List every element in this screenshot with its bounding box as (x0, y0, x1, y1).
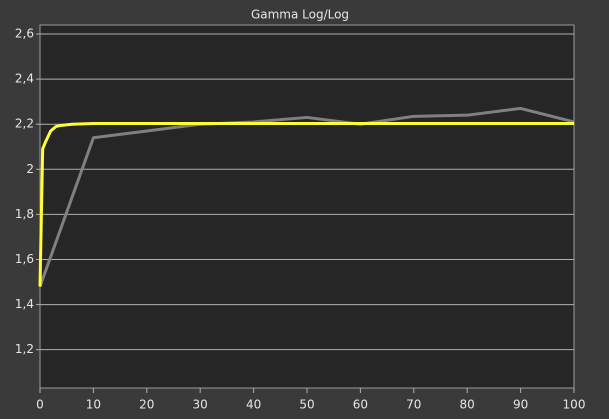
x-tick-label: 40 (246, 398, 261, 412)
data-line (38, 122, 574, 287)
y-tick-label: 2,2 (15, 117, 34, 131)
y-tick-label: 1,2 (15, 342, 34, 356)
y-tick-label: 1,6 (15, 252, 34, 266)
x-tick-label: 90 (513, 398, 528, 412)
y-tick-label: 1,8 (15, 207, 34, 221)
x-tick-label: 20 (139, 398, 154, 412)
x-tick-label: 10 (86, 398, 101, 412)
data-line (38, 106, 575, 288)
x-tick-label: 70 (406, 398, 421, 412)
y-tick-label: 2,6 (15, 27, 34, 41)
x-tick-label: 100 (563, 398, 586, 412)
chart-title: Gamma Log/Log (251, 8, 349, 22)
x-tick-label: 30 (193, 398, 208, 412)
x-tick-label: 80 (460, 398, 475, 412)
y-tick-label: 2 (26, 162, 34, 176)
y-tick-label: 2,4 (15, 72, 34, 86)
x-tick-label: 60 (353, 398, 368, 412)
x-tick-label: 0 (36, 398, 44, 412)
plot-area (39, 24, 575, 389)
x-tick-label: 50 (299, 398, 314, 412)
y-tick-label: 1,4 (15, 297, 34, 311)
